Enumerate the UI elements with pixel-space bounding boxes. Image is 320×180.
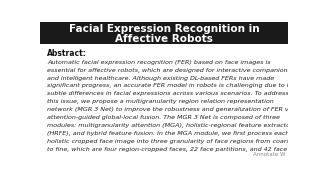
Text: network (MGR 3 Net) to improve the robustness and generalization of FER via: network (MGR 3 Net) to improve the robus… xyxy=(47,107,295,112)
Text: essential for affective robots, which are designed for interactive companions: essential for affective robots, which ar… xyxy=(47,68,292,73)
Text: Facial Expression Recognition in: Facial Expression Recognition in xyxy=(69,24,259,34)
Text: modules: multigranularity attention (MGA), holistic-regional feature extractor: modules: multigranularity attention (MGA… xyxy=(47,123,293,128)
Text: Abstract:: Abstract: xyxy=(47,49,87,58)
Text: subtle differences in facial expressions across various scenarios. To address: subtle differences in facial expressions… xyxy=(47,91,289,96)
Text: Automatic facial expression recognition (FER) based on face images is: Automatic facial expression recognition … xyxy=(47,60,271,65)
Text: attention-guided global-local fusion. The MGR 3 Net is composed of three: attention-guided global-local fusion. Th… xyxy=(47,115,280,120)
Text: holistic cropped face image into three granularity of face regions from coarse: holistic cropped face image into three g… xyxy=(47,139,294,144)
Text: significant progress, an accurate FER model in robots is challenging due to the: significant progress, an accurate FER mo… xyxy=(47,83,298,88)
Text: to fine, which are four region-cropped faces, 22 face partitions, and 42 face: to fine, which are four region-cropped f… xyxy=(47,147,288,152)
FancyBboxPatch shape xyxy=(40,22,288,44)
Text: and intelligent healthcare. Although existing DL-based FERs have made: and intelligent healthcare. Although exi… xyxy=(47,76,275,80)
Text: this issue, we propose a multigranularity region relation representation: this issue, we propose a multigranularit… xyxy=(47,99,274,104)
Text: (HRFE), and hybrid feature fusion. In the MGA module, we first process each: (HRFE), and hybrid feature fusion. In th… xyxy=(47,131,290,136)
Text: Affective Robots: Affective Robots xyxy=(115,34,213,44)
Text: Annotate W: Annotate W xyxy=(253,152,285,158)
